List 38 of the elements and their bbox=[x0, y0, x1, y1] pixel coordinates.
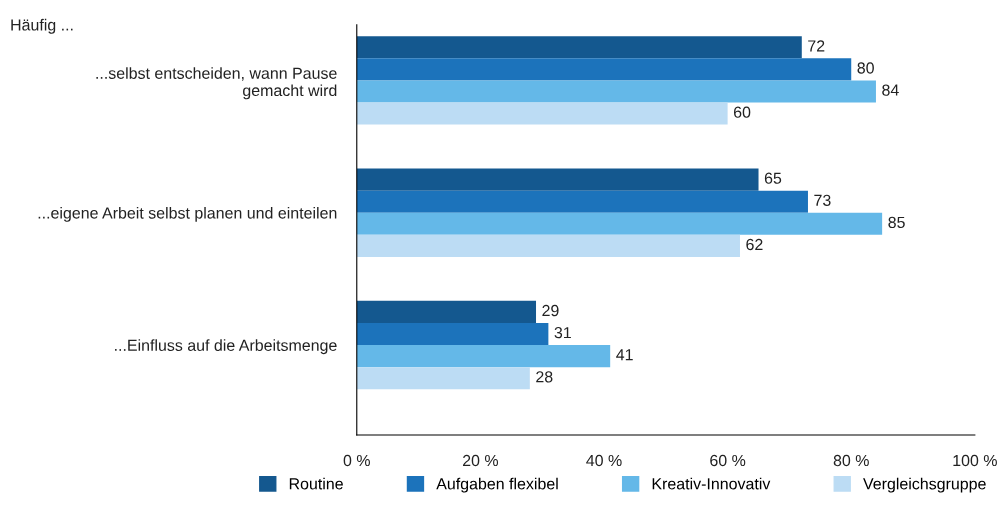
data-label: 29 bbox=[542, 304, 559, 317]
data-label: 73 bbox=[814, 194, 831, 206]
bar bbox=[356, 168, 759, 191]
data-label: 31 bbox=[554, 326, 571, 339]
data-label: 62 bbox=[746, 238, 763, 251]
data-label: 72 bbox=[808, 40, 825, 52]
y-tick-label: ...Einfluss auf die Arbeitsmenge bbox=[115, 339, 337, 355]
x-tick-label: 100 % bbox=[953, 454, 997, 467]
legend-label: Vergleichsgruppe bbox=[863, 477, 986, 493]
data-label: 84 bbox=[882, 84, 899, 96]
data-label: 65 bbox=[764, 172, 782, 184]
bar bbox=[356, 36, 802, 59]
bar bbox=[356, 322, 549, 346]
text: Häufig ... bbox=[11, 18, 73, 34]
legend-label: Aufgaben flexibel bbox=[436, 477, 558, 493]
legend-label: Kreativ-Innovativ bbox=[652, 477, 771, 490]
x-tick-label: 20 % bbox=[462, 454, 499, 467]
bar bbox=[356, 300, 537, 323]
y-tick-label: ...eigene Arbeit selbst planen und einteilen bbox=[38, 206, 337, 222]
bar bbox=[356, 102, 728, 125]
data-label: 28 bbox=[536, 371, 553, 383]
x-tick-label: 80 % bbox=[833, 454, 869, 467]
data-label: 80 bbox=[857, 62, 874, 74]
bar bbox=[356, 80, 876, 103]
x-tick-label: 60 % bbox=[710, 454, 746, 467]
legend-label: Routine bbox=[289, 477, 343, 490]
bar bbox=[356, 367, 530, 390]
x-tick-label: 0 % bbox=[343, 454, 370, 467]
bar bbox=[356, 212, 883, 235]
bar bbox=[356, 234, 740, 257]
bar bbox=[356, 345, 611, 368]
y-tick-label: ...selbst entscheiden, wann Pause gemacht wird bbox=[96, 67, 337, 100]
data-label: 41 bbox=[616, 349, 633, 361]
x-tick-label: 40 % bbox=[586, 454, 622, 467]
data-label: 60 bbox=[733, 106, 751, 118]
bar bbox=[356, 58, 852, 81]
bar bbox=[356, 190, 808, 213]
data-label: 85 bbox=[888, 216, 905, 229]
